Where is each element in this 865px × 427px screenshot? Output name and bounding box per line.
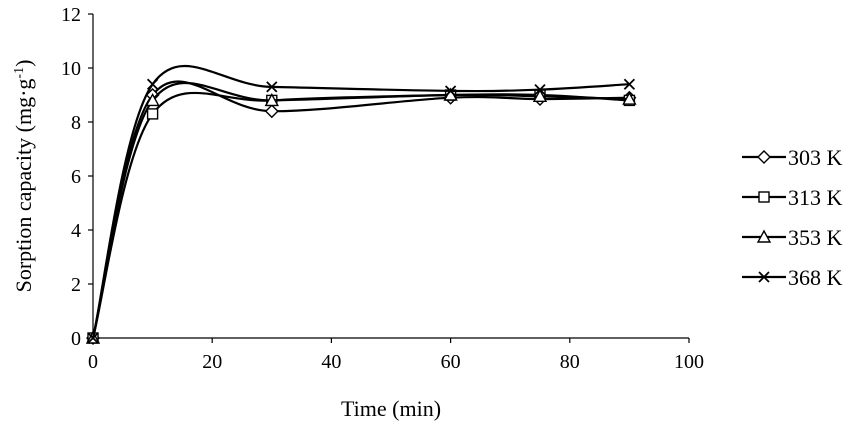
y-tick-label: 0 <box>71 328 81 350</box>
data-point-353k <box>264 92 279 107</box>
axes: 0 2 4 6 8 10 12 0 20 40 60 80 100 Time (min) Sorption … <box>11 4 704 421</box>
marker-stroke <box>758 271 770 283</box>
x-tick-label: 40 <box>321 351 341 373</box>
legend: 303 K 313 K 353 K 368 K <box>742 145 843 290</box>
legend-item-313k: 313 K <box>742 185 843 210</box>
marker-stroke <box>444 85 457 97</box>
legend-item-303k: 303 K <box>742 145 843 170</box>
marker-stroke <box>266 81 278 93</box>
x-tick-label: 100 <box>674 351 704 373</box>
legend-item-353k: 353 K <box>742 225 843 250</box>
series-303k <box>86 80 637 345</box>
series-line-303k <box>91 80 630 339</box>
y-tick-label: 2 <box>71 274 81 296</box>
marker-stroke <box>534 83 546 96</box>
series-313k <box>87 89 636 344</box>
legend-marker <box>757 150 771 164</box>
legend-label: 353 K <box>788 225 843 250</box>
data-point-368k <box>266 81 278 93</box>
marker-stroke <box>146 78 159 90</box>
y-axis-title: Sorption capacity (mg·g-1) <box>11 60 36 293</box>
y-tick-label: 4 <box>71 220 81 242</box>
data-point-353k <box>532 88 548 103</box>
legend-marker <box>756 229 772 243</box>
series-line-368k <box>91 64 630 339</box>
data-point-303k <box>264 104 279 119</box>
data-point-353k <box>145 92 160 107</box>
plot-area <box>85 64 637 345</box>
x-tick-label: 0 <box>88 351 98 373</box>
data-point-368k <box>623 78 636 90</box>
x-axis-title: Time (min) <box>341 396 441 421</box>
data-point-368k <box>87 332 99 344</box>
y-tick-label: 8 <box>71 112 81 134</box>
marker-stroke <box>87 332 99 344</box>
x-tick-label: 60 <box>441 351 461 373</box>
legend-label: 368 K <box>788 265 843 290</box>
legend-label: 303 K <box>788 145 843 170</box>
series-line-313k <box>91 91 630 339</box>
data-point-313k <box>146 108 159 120</box>
y-tick-label: 12 <box>61 4 81 26</box>
data-point-353k <box>622 91 637 105</box>
series-368k <box>87 64 636 344</box>
marker-stroke <box>623 78 636 90</box>
legend-marker <box>758 191 770 203</box>
data-point-368k <box>444 85 457 97</box>
x-tick-label: 20 <box>202 351 222 373</box>
series-353k <box>85 81 637 344</box>
legend-label: 313 K <box>788 185 843 210</box>
series-line-353k <box>91 81 630 339</box>
legend-marker <box>758 271 770 283</box>
x-tick-label: 80 <box>560 351 580 373</box>
y-tick-label: 10 <box>61 58 81 80</box>
legend-item-368k: 368 K <box>742 265 843 290</box>
y-tick-label: 6 <box>71 166 81 188</box>
data-point-368k <box>534 83 546 96</box>
data-point-368k <box>146 78 159 90</box>
